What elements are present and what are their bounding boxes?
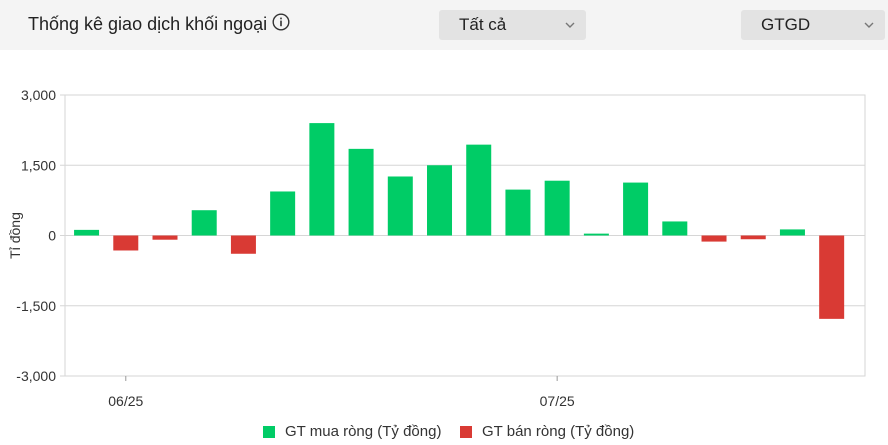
- chevron-down-icon: [864, 22, 874, 28]
- market-filter-select[interactable]: Tất cả: [439, 10, 586, 40]
- bar-net-buy: [623, 182, 649, 236]
- metric-filter-select[interactable]: GTGD: [741, 10, 885, 40]
- y-tick-label: -3,000: [16, 368, 56, 384]
- bar-net-buy: [309, 123, 335, 236]
- legend-label-sell: GT bán ròng (Tỷ đồng): [482, 423, 635, 440]
- y-tick-label: 3,000: [21, 87, 56, 103]
- chart-legend: GT mua ròng (Tỷ đồng) GT bán ròng (Tỷ đồ…: [0, 423, 888, 443]
- bar-net-buy: [466, 144, 492, 236]
- x-tick-label: 06/25: [108, 393, 143, 409]
- bar-net-buy: [544, 180, 570, 236]
- bar-net-buy: [74, 229, 100, 236]
- legend-item-sell[interactable]: GT bán ròng (Tỷ đồng): [460, 423, 634, 440]
- bar-net-sell: [152, 235, 178, 240]
- bar-net-buy: [348, 148, 374, 236]
- bar-net-buy: [191, 210, 217, 236]
- bar-net-sell: [701, 235, 727, 242]
- bar-net-sell: [740, 235, 766, 240]
- bar-net-sell: [819, 235, 845, 319]
- market-filter-value: Tất cả: [459, 15, 507, 34]
- bar-net-sell: [230, 235, 256, 254]
- header-bar: Thống kê giao dịch khối ngoại Tất cả GTG…: [0, 0, 888, 50]
- bar-net-buy: [270, 191, 296, 236]
- metric-filter-value: GTGD: [761, 15, 811, 34]
- bar-net-buy: [387, 176, 413, 236]
- bar-net-buy: [427, 165, 453, 236]
- info-circle-icon[interactable]: [272, 13, 290, 31]
- bar-net-buy: [505, 189, 531, 236]
- y-tick-label: 1,500: [21, 157, 56, 173]
- y-axis-label: Tỉ đồng: [7, 212, 23, 259]
- page-title: Thống kê giao dịch khối ngoại: [28, 14, 268, 34]
- y-tick-label: 0: [48, 228, 56, 244]
- x-tick-label: 07/25: [540, 393, 575, 409]
- legend-swatch-sell: [460, 425, 472, 438]
- y-tick-label: -1,500: [16, 298, 56, 314]
- legend-item-buy[interactable]: GT mua ròng (Tỷ đồng): [263, 423, 441, 440]
- chevron-down-icon: [565, 22, 575, 28]
- bar-net-buy: [662, 221, 688, 236]
- bar-net-buy: [779, 229, 805, 236]
- bar-net-sell: [113, 235, 139, 251]
- legend-swatch-buy: [263, 425, 275, 438]
- legend-label-buy: GT mua ròng (Tỷ đồng): [285, 423, 442, 440]
- net-trading-bar-chart: 3,000 1,500 0 -1,500 -3,000 Tỉ đồng 06/25 07/25: [7, 87, 866, 409]
- bar-net-buy: [583, 233, 609, 236]
